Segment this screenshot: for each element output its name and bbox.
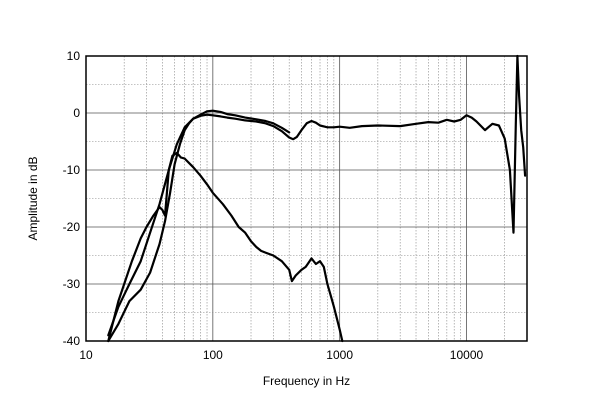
y-tick-label: -40 xyxy=(63,334,81,348)
y-axis-label: Amplitude in dB xyxy=(26,156,40,240)
x-tick-label: 1000 xyxy=(326,348,353,362)
x-tick-label: 10000 xyxy=(450,348,484,362)
plot-frame xyxy=(85,55,528,342)
y-tick-label: -20 xyxy=(63,220,81,234)
grid xyxy=(86,56,527,341)
x-tick-label: 10 xyxy=(79,348,93,362)
series-line-1 xyxy=(107,54,527,337)
series-line-2 xyxy=(107,109,291,343)
y-tick-label: -30 xyxy=(63,277,81,291)
series-line-3 xyxy=(107,151,344,343)
series-layer xyxy=(107,54,527,343)
y-tick-label: -10 xyxy=(63,163,81,177)
y-tick-label: 0 xyxy=(73,106,80,120)
x-axis-label: Frequency in Hz xyxy=(263,374,350,388)
x-tick-label: 100 xyxy=(203,348,223,362)
y-tick-label: 10 xyxy=(67,49,81,63)
